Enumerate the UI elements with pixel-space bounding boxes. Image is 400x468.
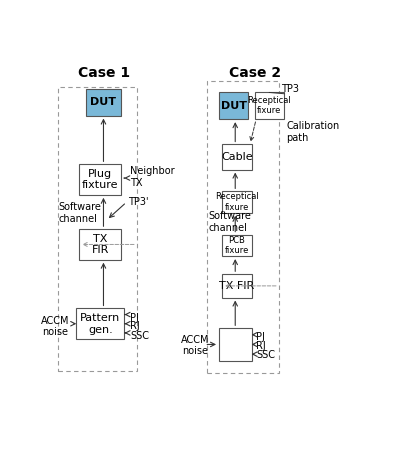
Text: Case 2: Case 2	[228, 66, 281, 80]
Text: Pattern
gen.: Pattern gen.	[80, 313, 120, 335]
Bar	[219, 92, 248, 119]
Text: Neighbor
TX: Neighbor TX	[130, 166, 175, 188]
Text: TP3: TP3	[281, 84, 299, 94]
Bar	[219, 328, 252, 361]
Text: Case 1: Case 1	[78, 66, 130, 80]
Text: ACCM
noise: ACCM noise	[41, 315, 70, 337]
Bar	[80, 229, 121, 260]
Text: RJ: RJ	[256, 341, 266, 351]
Text: RJ: RJ	[130, 322, 140, 331]
Text: SSC: SSC	[256, 350, 275, 359]
Text: PJ: PJ	[130, 313, 139, 323]
Text: Calibration
path: Calibration path	[286, 121, 340, 143]
Text: Software
channel: Software channel	[59, 202, 102, 224]
Text: TX
FIR: TX FIR	[92, 234, 109, 255]
Text: ACCM
noise: ACCM noise	[181, 335, 209, 356]
Text: TP3': TP3'	[128, 197, 149, 207]
Text: PCB
fixure: PCB fixure	[224, 236, 249, 255]
Text: SSC: SSC	[130, 331, 149, 341]
Bar	[255, 92, 284, 119]
Text: Plug
fixture: Plug fixture	[82, 169, 119, 190]
Text: PJ: PJ	[256, 331, 265, 342]
Bar	[208, 81, 279, 373]
Text: Cable: Cable	[221, 152, 252, 162]
Text: Receptical
fixure: Receptical fixure	[248, 96, 291, 116]
Bar	[86, 88, 121, 116]
Text: DUT: DUT	[90, 97, 116, 107]
Text: TX FIR: TX FIR	[219, 281, 254, 291]
Bar	[222, 234, 252, 256]
Bar	[76, 308, 124, 339]
Text: Software
channel: Software channel	[208, 211, 251, 233]
Text: Receptical
fixure: Receptical fixure	[215, 192, 259, 212]
Bar	[58, 87, 137, 372]
Bar	[222, 145, 252, 170]
Bar	[222, 191, 252, 213]
Bar	[222, 274, 252, 298]
Text: DUT: DUT	[221, 101, 247, 111]
Bar	[80, 164, 121, 195]
